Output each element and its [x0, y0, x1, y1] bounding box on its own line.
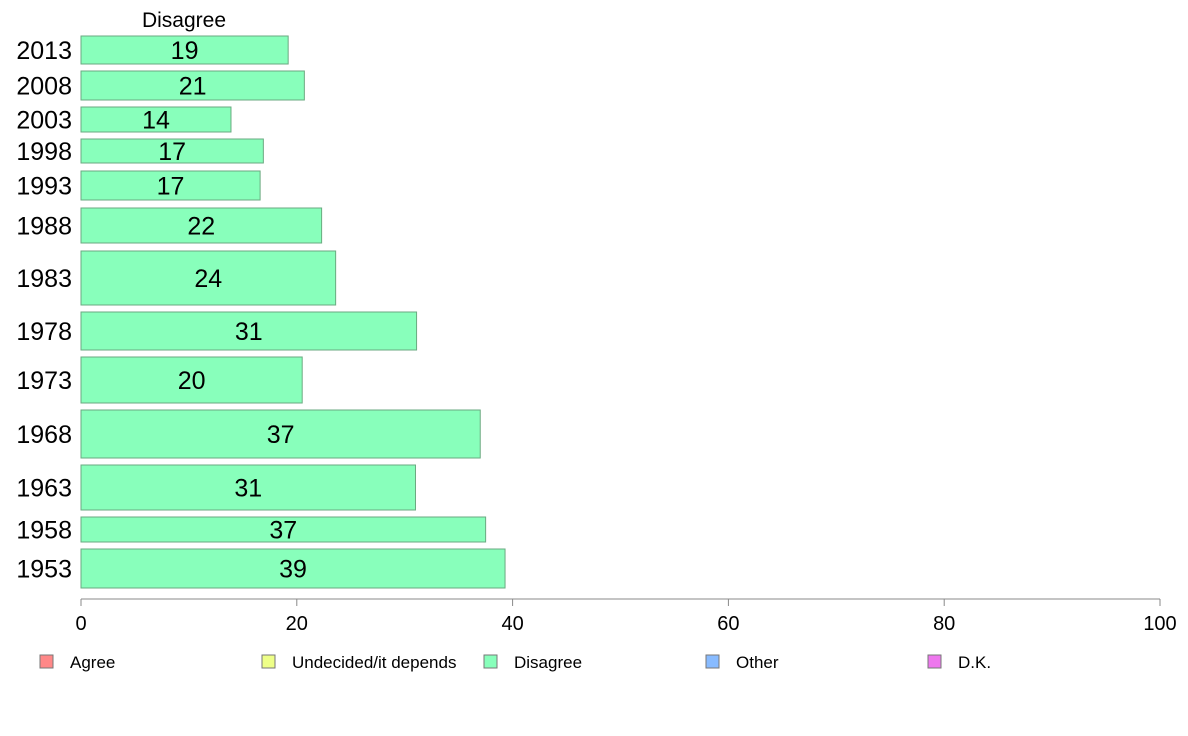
bars-group: 2013 19 2008 21 2003 14 1998 17 1993 17 1988 22 1983…: [16, 35, 506, 589]
year-label: 1973: [16, 367, 72, 395]
bar-disagree-1958: [80, 516, 487, 543]
legend-swatch: [39, 654, 54, 669]
x-tick-label: 100: [1143, 613, 1176, 635]
bar-disagree-1978: [80, 311, 418, 351]
bar-value-label: 17: [157, 173, 185, 201]
legend: Agree Undecided/it depends Disagree Other D.…: [39, 653, 991, 672]
x-axis: 0 20 40 60 80 100: [75, 598, 1177, 635]
bar-disagree-1973: [80, 356, 303, 404]
bar-disagree-1963: [80, 464, 416, 511]
x-tick-label: 0: [75, 613, 86, 635]
year-label: 2008: [16, 73, 72, 101]
bar-disagree-1993: [80, 170, 261, 201]
year-label: 1988: [16, 213, 72, 241]
bar-value-label: 21: [179, 73, 207, 101]
legend-label: D.K.: [958, 653, 991, 672]
x-tick-label: 80: [933, 613, 955, 635]
bar-disagree-1983: [80, 250, 337, 306]
legend-label: Disagree: [514, 653, 582, 672]
bar-disagree-2008: [80, 70, 305, 101]
legend-swatch: [483, 654, 498, 669]
bar-value-label: 31: [235, 318, 263, 346]
bar-value-label: 20: [178, 367, 206, 395]
year-label: 1968: [16, 421, 72, 449]
legend-label: Agree: [70, 653, 115, 672]
column-header: Disagree: [142, 9, 226, 32]
bar-value-label: 22: [187, 213, 215, 241]
year-label: 1998: [16, 138, 72, 166]
bar-disagree-2013: [80, 35, 289, 65]
x-tick-label: 60: [717, 613, 739, 635]
legend-swatch: [261, 654, 276, 669]
legend-label: Undecided/it depends: [292, 653, 456, 672]
bar-disagree-1998: [80, 138, 264, 164]
bar-value-label: 14: [142, 107, 170, 135]
bar-value-label: 37: [269, 517, 297, 545]
bar-disagree-1953: [80, 548, 506, 589]
bar-value-label: 17: [158, 138, 186, 166]
bar-disagree-1988: [80, 207, 323, 244]
legend-label: Other: [736, 653, 779, 672]
x-tick-label: 20: [286, 613, 308, 635]
year-label: 1983: [16, 265, 72, 293]
bar-value-label: 37: [267, 421, 295, 449]
bar-disagree-2003: [80, 106, 232, 133]
year-label: 1978: [16, 318, 72, 346]
legend-swatch: [927, 654, 942, 669]
bar-value-label: 19: [171, 37, 199, 65]
year-label: 1963: [16, 475, 72, 503]
year-label: 1958: [16, 517, 72, 545]
legend-swatch: [705, 654, 720, 669]
year-label: 1953: [16, 556, 72, 584]
year-label: 1993: [16, 173, 72, 201]
bar-value-label: 39: [279, 556, 307, 584]
x-tick-label: 40: [501, 613, 523, 635]
year-label: 2013: [16, 37, 72, 65]
bar-disagree-1968: [80, 409, 481, 459]
bar-value-label: 24: [194, 265, 222, 293]
year-label: 2003: [16, 107, 72, 135]
bar-value-label: 31: [234, 475, 262, 503]
